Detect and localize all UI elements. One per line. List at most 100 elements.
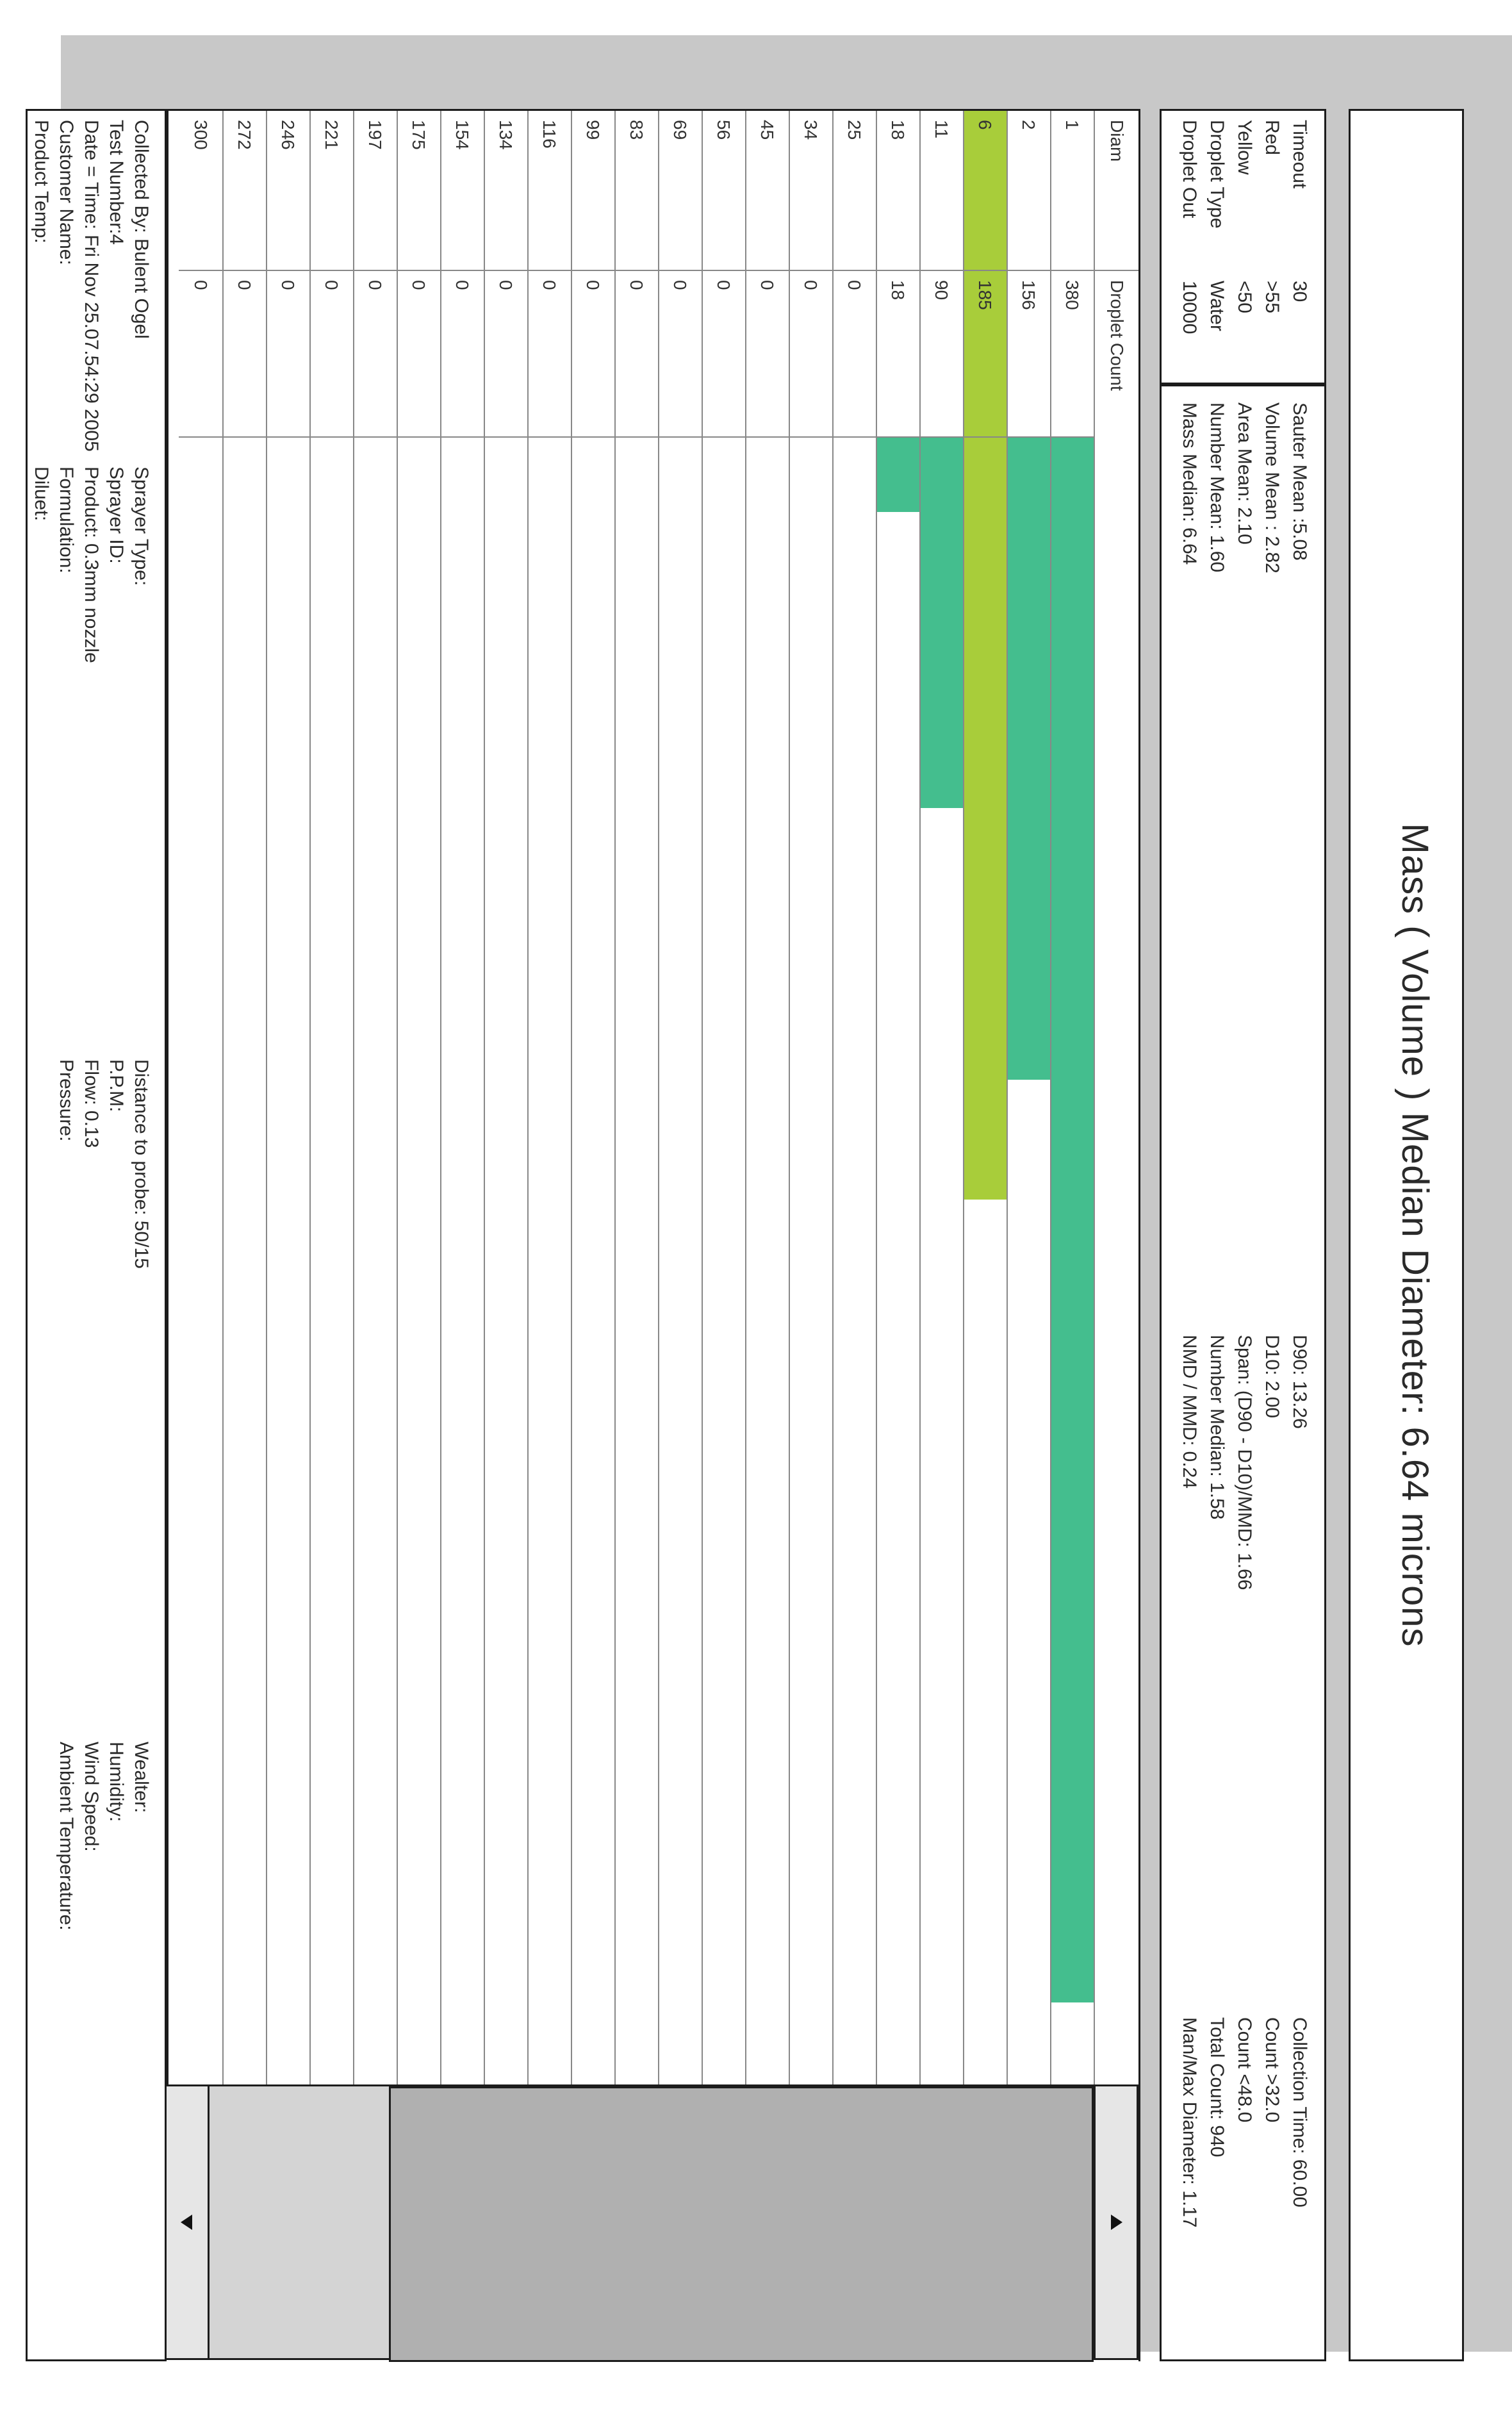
- table-row: 300 0: [179, 111, 224, 2084]
- table-row: 18 18: [876, 111, 921, 2084]
- table-row: 221 0: [309, 111, 354, 2084]
- footer-test-number: Test Number:4: [106, 120, 127, 245]
- diam-cell: 34: [789, 111, 832, 271]
- table-row: 197 0: [353, 111, 398, 2084]
- stats-panel: Sauter Mean :5.08 Volume Mean : 2.82 Are…: [1160, 384, 1326, 2361]
- droplet-count-cell: 0: [832, 271, 876, 438]
- table-row: 154 0: [440, 111, 485, 2084]
- stat-area-mean: Area Mean: 2.10: [1234, 402, 1255, 545]
- table-row: 116 0: [527, 111, 572, 2084]
- droplet-count-cell: 0: [266, 271, 309, 438]
- stat-mass-median: Mass Median: 6.64: [1179, 402, 1200, 565]
- page-title: Mass ( Volume ) Median Diameter: 6.64 mi…: [1394, 823, 1436, 1647]
- droplet-count-cell: 0: [222, 271, 266, 438]
- diam-cell: 246: [266, 111, 309, 271]
- stat-nmd-mmd: NMD / MMD: 0.24: [1179, 1335, 1200, 1489]
- stat-volume-mean: Volume Mean : 2.82: [1261, 402, 1283, 574]
- droplet-count-cell: 185: [963, 271, 1007, 438]
- diam-cell: 11: [919, 111, 963, 271]
- settings-label-red: Red: [1261, 120, 1283, 156]
- footer-date-time: Date = Time: Fri Nov 25.07.54:29 2005: [81, 120, 102, 452]
- droplet-count-cell: 0: [745, 271, 789, 438]
- stat-number-mean: Number Mean: 1.60: [1206, 402, 1228, 573]
- diam-cell: 56: [702, 111, 745, 271]
- footer-panel: Collected By: Bulent Ogel Test Number:4 …: [26, 109, 167, 2361]
- column-header-diam: Diam: [1095, 111, 1138, 271]
- droplet-count-cell: 0: [571, 271, 614, 438]
- droplet-count-cell: 0: [309, 271, 353, 438]
- droplet-count-cell: 0: [179, 271, 222, 438]
- stat-sauter-mean: Sauter Mean :5.08: [1289, 402, 1310, 561]
- footer-sprayer-type: Sprayer Type:: [131, 466, 152, 586]
- diam-cell: 18: [876, 111, 919, 271]
- table-row: 175 0: [397, 111, 441, 2084]
- histogram-bar: [963, 438, 1007, 1200]
- diam-cell: 300: [179, 111, 222, 271]
- footer-product-temp: Product Temp:: [31, 120, 52, 244]
- stat-total-count: Total Count: 940: [1206, 2017, 1228, 2158]
- footer-distance-to-probe: Distance to probe: 50/15: [131, 1059, 152, 1269]
- title-panel: Mass ( Volume ) Median Diameter: 6.64 mi…: [1349, 109, 1464, 2361]
- diam-cell: 69: [658, 111, 702, 271]
- footer-wind-speed: Wind Speed:: [81, 1742, 102, 1852]
- histogram-bar: [1050, 438, 1094, 2002]
- footer-pressure: Pressure:: [56, 1059, 77, 1142]
- droplet-count-cell: 0: [353, 271, 397, 438]
- diam-cell: 25: [832, 111, 876, 271]
- stat-span: Span: (D90 - D10)/MMD: 1.66: [1234, 1335, 1255, 1590]
- footer-sprayer-id: Sprayer ID:: [106, 466, 127, 564]
- settings-label-droplet-type: Droplet Type: [1206, 120, 1228, 229]
- histogram-bar: [1007, 438, 1050, 1080]
- droplet-count-cell: 0: [702, 271, 745, 438]
- settings-label-timeout: Timeout: [1289, 120, 1310, 189]
- histogram-bar: [876, 438, 919, 512]
- diam-cell: 1: [1050, 111, 1094, 271]
- footer-ppm: P.P.M:: [106, 1059, 127, 1112]
- column-header-droplet-count: Droplet Count: [1107, 280, 1127, 391]
- footer-diluet: Diluet:: [31, 466, 52, 522]
- table-row: 272 0: [222, 111, 267, 2084]
- diam-cell: 83: [614, 111, 658, 271]
- droplet-count-cell: 0: [440, 271, 484, 438]
- stat-count-above: Count >32.0: [1261, 2017, 1283, 2123]
- settings-value-droplet-out: 10000: [1179, 281, 1200, 334]
- histogram-bar: [919, 438, 963, 808]
- table-row: 34 0: [789, 111, 834, 2084]
- diam-cell: 45: [745, 111, 789, 271]
- table-row: 2 156: [1007, 111, 1051, 2084]
- table-header-row: Diam Droplet Count: [1095, 111, 1138, 2084]
- footer-collected-by: Collected By: Bulent Ogel: [131, 120, 152, 339]
- stat-d10: D10: 2.00: [1261, 1335, 1283, 1419]
- droplet-count-cell: 18: [876, 271, 919, 438]
- diam-cell: 2: [1007, 111, 1050, 271]
- diam-cell: 154: [440, 111, 484, 271]
- footer-customer-name: Customer Name:: [56, 120, 77, 265]
- stat-number-median: Number Median: 1.58: [1206, 1335, 1228, 1520]
- scroll-track[interactable]: [210, 2084, 1094, 2362]
- table-row: 6 185: [963, 111, 1008, 2084]
- app-window: Mass ( Volume ) Median Diameter: 6.64 mi…: [26, 35, 1512, 2363]
- vertical-scrollbar[interactable]: [165, 2084, 1138, 2363]
- table-row: 11 90: [919, 111, 964, 2084]
- settings-value-droplet-type: Water: [1206, 281, 1228, 331]
- table-row: 69 0: [658, 111, 703, 2084]
- scroll-thumb[interactable]: [389, 2086, 1094, 2362]
- scroll-down-button[interactable]: [165, 2084, 210, 2360]
- arrow-right-icon: [181, 2215, 192, 2230]
- table-row: 83 0: [614, 111, 659, 2084]
- diam-cell: 99: [571, 111, 614, 271]
- diam-cell: 175: [397, 111, 440, 271]
- droplet-count-cell: 380: [1050, 271, 1094, 438]
- settings-value-red: >55: [1261, 281, 1283, 313]
- stat-collection-time: Collection Time: 60.00: [1289, 2017, 1310, 2208]
- table-row: 45 0: [745, 111, 790, 2084]
- droplet-count-cell: 0: [614, 271, 658, 438]
- stat-count-below: Count <48.0: [1234, 2017, 1255, 2123]
- footer-weather: Wealter:: [131, 1742, 152, 1813]
- table-row: 1 380: [1050, 111, 1095, 2084]
- droplet-count-cell: 0: [789, 271, 832, 438]
- droplet-count-cell: 0: [658, 271, 702, 438]
- settings-label-yellow: Yellow: [1234, 120, 1255, 175]
- scroll-up-button[interactable]: [1094, 2084, 1138, 2360]
- settings-label-droplet-out: Droplet Out: [1179, 120, 1200, 219]
